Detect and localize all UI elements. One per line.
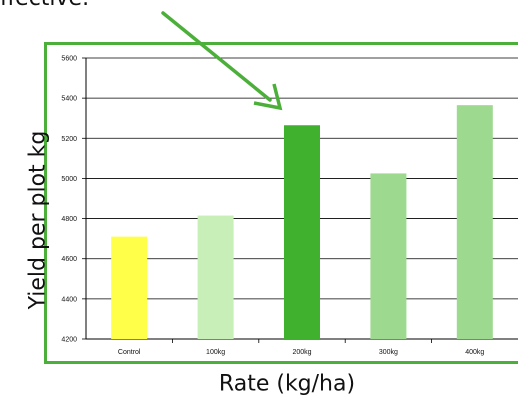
y-tick-label: 4600 bbox=[61, 256, 77, 263]
bar-400kg bbox=[456, 105, 493, 340]
grid-lines bbox=[86, 57, 518, 300]
bar-200kg bbox=[284, 125, 320, 339]
annotation-arrow bbox=[161, 11, 283, 111]
chart-frame bbox=[44, 42, 518, 364]
x-tick-label: 400kg bbox=[465, 349, 484, 356]
y-tick-label: 4800 bbox=[61, 216, 77, 223]
x-axis-title: Rate (kg/ha) bbox=[218, 371, 356, 397]
y-axis-title: Yield per plot kg bbox=[25, 130, 51, 310]
bars bbox=[111, 105, 493, 340]
y-tick-label: 5200 bbox=[61, 136, 77, 143]
y-tick-label: 4200 bbox=[61, 337, 77, 344]
bar-100kg bbox=[197, 215, 234, 339]
partial-caption-text: ffective. bbox=[0, 0, 89, 11]
arrow-head bbox=[253, 83, 283, 111]
tick-labels: 4200 4400 4600 4800 5000 5200 5400 5600 Control 1… bbox=[61, 56, 484, 357]
y-tick-label: 5400 bbox=[61, 96, 77, 103]
arrow-shaft bbox=[161, 11, 272, 102]
y-tick-label: 5000 bbox=[61, 176, 77, 183]
x-tick-label: 200kg bbox=[292, 349, 311, 356]
bar-control bbox=[111, 236, 148, 339]
y-tick-label: 4400 bbox=[61, 296, 77, 303]
x-tick-label: 300kg bbox=[379, 349, 398, 356]
bar-300kg bbox=[370, 173, 407, 339]
x-tick-label: 100kg bbox=[206, 349, 225, 356]
x-tick-label: Control bbox=[118, 349, 141, 356]
y-tick-label: 5600 bbox=[61, 56, 77, 63]
